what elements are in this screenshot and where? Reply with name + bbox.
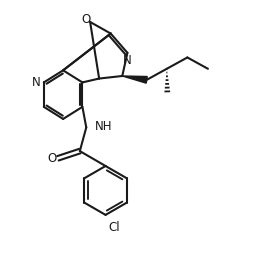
Polygon shape [122,76,147,83]
Text: N: N [123,54,132,67]
Text: O: O [82,14,91,27]
Text: N: N [32,76,41,89]
Text: Cl: Cl [109,220,120,233]
Text: O: O [47,152,56,165]
Text: NH: NH [95,120,113,133]
